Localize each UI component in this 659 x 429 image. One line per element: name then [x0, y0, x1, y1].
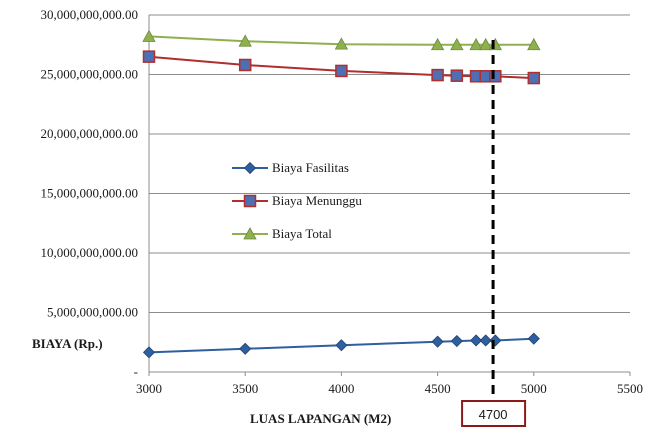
- y-tick-label: -: [134, 364, 138, 379]
- x-axis-title: LUAS LAPANGAN (M2): [250, 411, 391, 426]
- data-point: [431, 335, 444, 348]
- data-point: [470, 334, 483, 347]
- data-point: [431, 68, 444, 82]
- data-point: [243, 227, 257, 240]
- y-tick-label: 15,000,000,000.00: [41, 186, 139, 201]
- legend: Biaya Fasilitas Biaya Menunggu Biaya Total: [232, 160, 362, 241]
- y-tick-label: 30,000,000,000.00: [41, 7, 139, 22]
- data-point: [239, 342, 252, 355]
- data-point: [450, 37, 464, 51]
- data-point: [335, 64, 348, 78]
- legend-label: Biaya Total: [272, 226, 332, 241]
- series-biaya-fasilitas: [142, 332, 540, 359]
- x-tick-label: 5000: [521, 381, 547, 396]
- data-point: [430, 37, 445, 51]
- data-point: [243, 194, 257, 208]
- data-point: [527, 37, 541, 51]
- data-point: [142, 346, 156, 359]
- data-point: [489, 334, 502, 347]
- annotation-label: 4700: [479, 407, 508, 422]
- data-point: [238, 34, 252, 47]
- y-axis-title: BIAYA (Rp.): [32, 336, 103, 351]
- y-tick-label: 25,000,000,000.00: [41, 67, 139, 82]
- labels: BIAYA (Rp.) LUAS LAPANGAN (M2): [32, 336, 391, 426]
- annotation-box: [461, 400, 527, 427]
- data-point: [243, 161, 257, 175]
- series-biaya-menunggu: [142, 50, 541, 85]
- series-biaya-total: [142, 29, 541, 51]
- gridlines: [149, 14, 630, 313]
- data-point: [527, 332, 540, 345]
- legend-item: Biaya Total: [232, 226, 332, 241]
- legend-item: Biaya Menunggu: [232, 193, 362, 208]
- y-tick-label: 10,000,000,000.00: [41, 245, 139, 260]
- data-point: [142, 50, 156, 63]
- y-tick-label: 20,000,000,000.00: [41, 126, 139, 141]
- data-point: [469, 37, 483, 51]
- annotation-layer: 4700: [461, 40, 527, 427]
- data-point: [334, 37, 349, 50]
- data-point: [238, 58, 252, 72]
- x-tick-label: 3500: [232, 381, 258, 396]
- y-tick-label: 5,000,000,000.00: [47, 305, 138, 320]
- data-point: [142, 29, 156, 42]
- data-point: [479, 334, 492, 347]
- legend-label: Biaya Menunggu: [272, 193, 362, 208]
- data-point: [335, 339, 348, 352]
- axes: - 5,000,000,000.00 10,000,000,000.00 15,000…: [41, 7, 644, 396]
- x-tick-label: 4500: [425, 381, 451, 396]
- data-point: [450, 334, 463, 348]
- data-point: [527, 71, 541, 85]
- legend-label: Biaya Fasilitas: [272, 160, 349, 175]
- x-tick-label: 4000: [328, 381, 354, 396]
- data-point: [489, 70, 502, 83]
- legend-item: Biaya Fasilitas: [232, 160, 349, 175]
- data-point: [479, 37, 493, 51]
- x-tick-label: 3000: [136, 381, 162, 396]
- data-point: [450, 69, 464, 82]
- x-tick-label: 5500: [617, 381, 643, 396]
